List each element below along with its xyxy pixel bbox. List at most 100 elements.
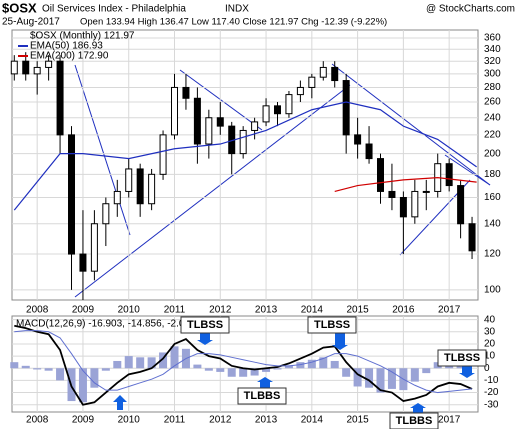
candle-body <box>216 117 224 127</box>
candle-body <box>342 80 350 136</box>
candle-body <box>319 66 327 78</box>
histogram-bar <box>33 368 42 370</box>
y-tick-label: 140 <box>484 218 501 229</box>
price-frame <box>11 29 479 301</box>
candle-body <box>422 190 430 193</box>
histogram-bar <box>376 368 385 393</box>
candle-body <box>445 163 453 187</box>
y-tick-label: -20 <box>484 387 499 398</box>
candle-body <box>285 94 293 115</box>
candle-body <box>56 60 64 136</box>
histogram-bar <box>90 368 99 388</box>
candle-body <box>457 185 465 225</box>
y-tick-label: 200 <box>484 148 501 159</box>
y-tick-label: 20 <box>484 339 496 350</box>
y-tick-label: 280 <box>484 82 501 93</box>
candle-body <box>274 105 282 115</box>
x-tick-label: 2015 <box>346 415 369 426</box>
histogram-bar <box>273 368 282 370</box>
annotation-box <box>307 316 357 334</box>
candle-body <box>365 143 373 160</box>
candle-body <box>113 190 121 205</box>
histogram-bar <box>170 346 179 369</box>
annotation-box <box>180 316 230 334</box>
annotation-box <box>437 349 487 367</box>
y-tick-label: 10 <box>484 351 496 362</box>
candle-body <box>308 76 316 88</box>
candle-body <box>262 105 270 123</box>
y-tick-label: 360 <box>484 33 501 44</box>
histogram-bar <box>56 368 65 381</box>
candle-body <box>159 134 167 175</box>
candle-body <box>399 196 407 218</box>
candle-body <box>331 66 339 82</box>
y-tick-label: 40 <box>484 314 496 325</box>
histogram-bar <box>307 359 316 369</box>
annotation: TLBSS <box>314 319 350 331</box>
annotation: TLBSS <box>187 319 223 331</box>
x-tick-label: 2014 <box>301 415 324 426</box>
histogram-bar <box>365 368 374 388</box>
histogram-bar <box>21 365 30 369</box>
candle-body <box>79 253 87 272</box>
histogram-bar <box>147 357 156 369</box>
source: @ StockCharts.com <box>426 4 515 15</box>
x-tick-label: 2015 <box>346 305 369 316</box>
y-tick-label: 180 <box>484 169 501 180</box>
x-tick-label: 2010 <box>118 305 141 316</box>
candle-body <box>182 86 190 99</box>
histogram-bar <box>10 362 19 369</box>
candle-body <box>68 134 76 255</box>
y-tick-label: 300 <box>484 69 501 80</box>
histogram-bar <box>216 368 225 372</box>
candle-body <box>125 168 133 192</box>
candle-body <box>171 86 179 136</box>
arrow <box>459 366 475 378</box>
histogram-bar <box>101 368 110 371</box>
x-tick-label: 2008 <box>26 415 49 426</box>
annotation-box <box>237 387 287 405</box>
trendlines <box>74 63 491 298</box>
x-tick-label: 2013 <box>255 305 278 316</box>
candle-body <box>296 86 304 96</box>
histogram-bar <box>250 368 259 376</box>
histogram-bar <box>387 368 396 389</box>
x-tick-label: 2008 <box>26 305 49 316</box>
histogram-bar <box>124 356 133 369</box>
histogram-bar <box>159 352 168 369</box>
y-tick-label: 220 <box>484 130 501 141</box>
macd-legend: MACD(12,26,9) -16.903, -14.856, -2.047 <box>16 319 196 330</box>
histogram-bar <box>136 357 145 369</box>
arrow <box>410 403 426 413</box>
candle-body <box>45 60 53 68</box>
x-tick-label: 2009 <box>72 415 95 426</box>
histogram-bar <box>262 368 271 372</box>
x-tick-label: 2013 <box>255 415 278 426</box>
y-tick-label: 160 <box>484 192 501 203</box>
candle-body <box>205 117 213 145</box>
histogram-bar <box>296 362 305 369</box>
candle-body <box>354 134 362 145</box>
histogram-bar <box>342 368 351 377</box>
arrow <box>113 395 127 410</box>
y-tick-label: 340 <box>484 44 501 55</box>
date: 25-Aug-2017 <box>2 17 60 28</box>
quote: Open 133.94 High 136.47 Low 117.40 Close… <box>80 17 387 28</box>
candle-body <box>376 158 384 192</box>
x-tick-label: 2012 <box>209 415 232 426</box>
histogram-bar <box>227 368 236 377</box>
y-tick-label: 120 <box>484 249 501 260</box>
x-tick-label: 2014 <box>301 305 324 316</box>
candle-body <box>468 223 476 252</box>
x-tick-label: 2012 <box>209 305 232 316</box>
x-tick-label: 2017 <box>438 305 461 316</box>
arrow <box>257 377 273 388</box>
arrow <box>332 333 348 350</box>
annotation: TLBBS <box>244 390 281 402</box>
x-tick-label: 2011 <box>164 415 186 426</box>
ema-line <box>13 101 477 211</box>
x-tick-label: 2010 <box>118 415 141 426</box>
y-tick-label: 30 <box>484 326 496 337</box>
y-tick-label: -10 <box>484 375 499 386</box>
